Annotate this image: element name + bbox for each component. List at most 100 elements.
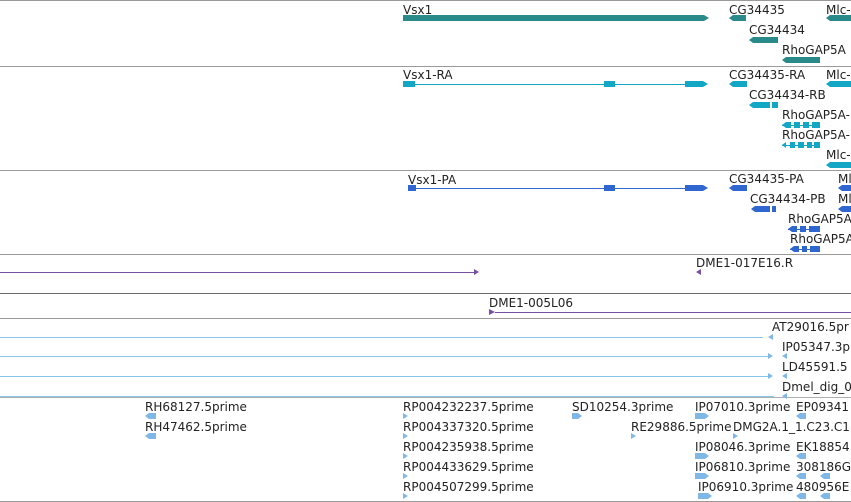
protein-label: Vsx1-PA <box>408 173 457 187</box>
exon <box>800 226 806 232</box>
strand-arrow <box>790 246 794 252</box>
track-divider <box>0 318 851 319</box>
gene-label: CG34435 <box>729 3 785 17</box>
strand-arrow <box>782 142 786 148</box>
strand-arrow <box>403 493 408 499</box>
gene-bar <box>403 15 704 21</box>
exon <box>772 102 778 108</box>
est-box <box>149 433 156 439</box>
strand-arrow <box>403 473 408 479</box>
exon <box>798 142 804 148</box>
track-divider <box>0 66 851 67</box>
exon <box>792 226 797 232</box>
transcript-label: CG34434-RB <box>749 88 826 102</box>
strand-arrow <box>729 81 733 87</box>
strand-arrow <box>705 473 709 479</box>
protein-label: Ml <box>838 172 851 186</box>
exon <box>685 185 703 191</box>
exon <box>810 246 820 252</box>
clone-label: DME1-005L06 <box>489 296 573 310</box>
exon <box>733 185 747 191</box>
est-box <box>800 453 806 459</box>
exon <box>812 122 820 128</box>
exon <box>809 226 820 232</box>
est-box <box>695 473 705 479</box>
est-label: RP004232237.5prime <box>403 400 534 414</box>
cdna-line <box>0 396 774 397</box>
strand-arrow <box>403 433 408 439</box>
strand-arrow <box>782 57 786 63</box>
strand-arrow <box>578 413 582 419</box>
gene-bar <box>830 15 851 21</box>
est-box <box>824 473 830 479</box>
exon <box>814 142 820 148</box>
strand-arrow <box>729 15 733 21</box>
intron-line <box>408 188 706 189</box>
strand-arrow <box>826 81 830 87</box>
track-divider <box>0 293 851 294</box>
est-box <box>800 413 806 419</box>
cdna-line <box>0 337 763 338</box>
est-box <box>800 473 806 479</box>
est-label: RP004507299.5prime <box>403 480 534 494</box>
exon <box>830 162 851 168</box>
gene-label: RhoGAP5A <box>782 43 846 57</box>
gene-bar <box>786 57 820 63</box>
exon <box>790 142 795 148</box>
exon <box>807 142 812 148</box>
track-divider <box>0 170 851 171</box>
strand-arrow <box>733 433 738 439</box>
strand-arrow <box>838 206 842 212</box>
exon <box>753 102 770 108</box>
strand-arrow <box>708 493 712 499</box>
exon <box>604 185 615 191</box>
strand-arrow <box>751 206 755 212</box>
est-box <box>149 413 156 419</box>
strand-arrow <box>768 353 773 359</box>
protein-label: CG34434-PB <box>750 192 826 206</box>
strand-arrow <box>145 413 149 419</box>
strand-arrow <box>782 373 787 379</box>
exon <box>802 246 807 252</box>
transcript-label: CG34435-RA <box>729 68 806 82</box>
track-divider <box>0 397 851 398</box>
clone-label: DME1-017E16.R <box>696 256 794 270</box>
exon <box>786 122 791 128</box>
protein-label: RhoGAP5A <box>788 212 851 226</box>
strand-arrow <box>768 373 773 379</box>
strand-arrow <box>703 81 708 87</box>
exon <box>794 122 800 128</box>
cdna-line <box>0 356 768 357</box>
strand-arrow <box>749 102 753 108</box>
strand-arrow <box>820 493 824 499</box>
strand-arrow <box>403 413 408 419</box>
cdna-label: Dmel_dig_0 <box>782 380 851 394</box>
est-box <box>800 493 806 499</box>
strand-arrow <box>796 453 800 459</box>
est-label: RE29886.5prime <box>631 420 732 434</box>
strand-arrow <box>796 413 800 419</box>
est-box <box>572 413 578 419</box>
est-label: 308186G <box>796 460 851 474</box>
strand-arrow <box>788 226 792 232</box>
est-label: RP004337320.5prime <box>403 420 534 434</box>
cdna-label: LD45591.5 <box>782 360 848 374</box>
est-label: RP004235938.5prime <box>403 440 534 454</box>
strand-arrow <box>729 185 733 191</box>
est-box <box>824 493 830 499</box>
est-label: DMG2A.1_1.C23.C1 <box>733 420 850 434</box>
intron-line <box>403 84 706 85</box>
strand-arrow <box>782 122 786 128</box>
est-label: RP004433629.5prime <box>403 460 534 474</box>
strand-arrow <box>782 393 787 399</box>
gene-label: Mlc- <box>826 3 851 17</box>
exon <box>842 185 851 191</box>
strand-arrow <box>489 309 495 315</box>
strand-arrow <box>826 15 830 21</box>
est-label: 480956E <box>796 480 850 494</box>
gene-label: CG34434 <box>749 23 805 37</box>
strand-arrow <box>826 162 830 168</box>
exon <box>772 206 776 212</box>
strand-arrow <box>703 185 708 191</box>
strand-arrow <box>768 334 773 340</box>
